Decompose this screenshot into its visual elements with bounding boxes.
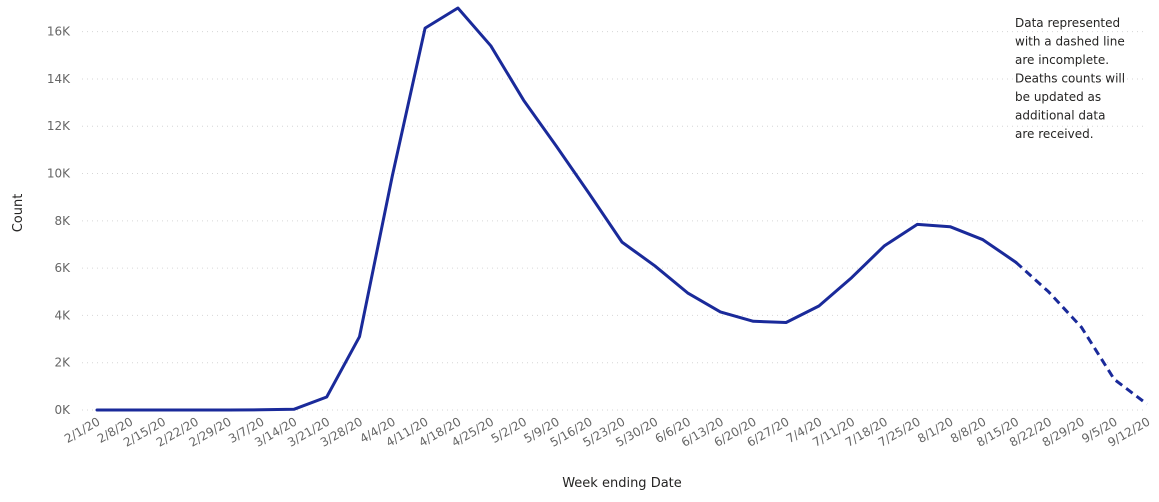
y-tick-label: 10K <box>47 167 71 181</box>
y-tick-label: 14K <box>47 72 71 86</box>
x-axis-title: Week ending Date <box>562 476 682 491</box>
note-line: are received. <box>1015 127 1094 141</box>
x-tick-label: 8/1/20 <box>915 414 955 445</box>
x-tick-label: 2/1/20 <box>62 414 102 445</box>
y-axis-tick-labels: 0K 2K 4K 6K 8K 10K 12K 14K 16K <box>47 25 71 417</box>
y-tick-label: 8K <box>54 214 71 228</box>
series-line-complete <box>95 6 1018 412</box>
y-tick-label: 0K <box>54 403 71 417</box>
incomplete-data-note: Data represented with a dashed line are in… <box>1015 16 1125 141</box>
x-axis-tick-labels: 2/1/202/8/202/15/202/22/202/29/203/7/203… <box>62 414 1152 449</box>
note-line: additional data <box>1015 109 1105 123</box>
note-line: Deaths counts will <box>1015 72 1125 86</box>
y-axis-title: Count <box>11 194 26 233</box>
y-tick-label: 16K <box>47 25 71 39</box>
y-tick-label: 4K <box>54 308 71 322</box>
series-line-incomplete <box>1014 261 1148 406</box>
y-tick-label: 12K <box>47 119 71 133</box>
grid-layer <box>82 31 1147 411</box>
series-lines <box>95 6 1148 412</box>
note-line: are incomplete. <box>1015 53 1109 67</box>
y-tick-label: 6K <box>54 261 71 275</box>
y-tick-label: 2K <box>54 356 71 370</box>
note-line: be updated as <box>1015 90 1101 104</box>
note-line: with a dashed line <box>1015 35 1125 49</box>
x-tick-label: 5/2/20 <box>489 414 529 445</box>
note-line: Data represented <box>1015 16 1120 30</box>
